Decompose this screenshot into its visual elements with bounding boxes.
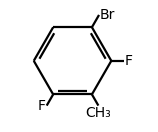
Text: F: F [125,54,133,68]
Text: CH₃: CH₃ [85,106,111,120]
Text: F: F [38,99,46,113]
Text: Br: Br [100,8,115,22]
